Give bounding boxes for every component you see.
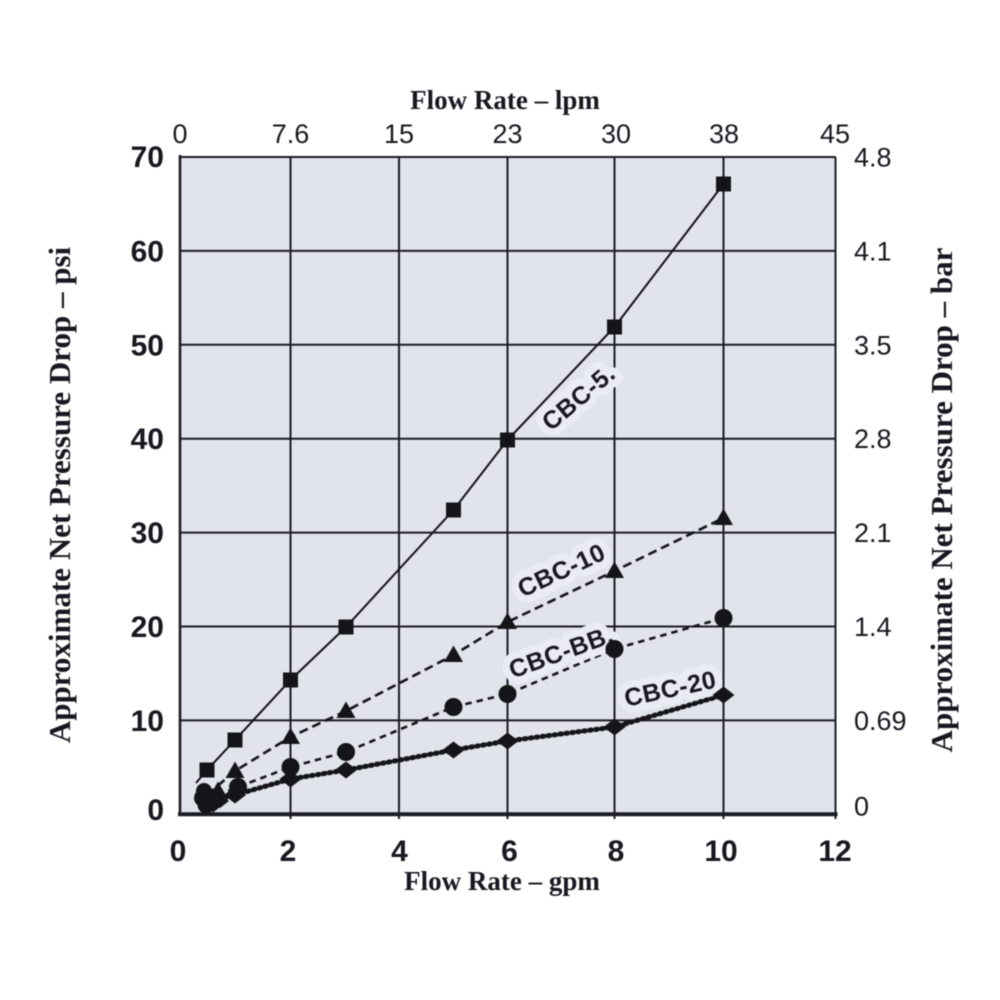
svg-text:2.8: 2.8 bbox=[854, 424, 892, 454]
svg-text:38: 38 bbox=[709, 119, 739, 149]
svg-text:2.1: 2.1 bbox=[854, 518, 892, 548]
svg-text:23: 23 bbox=[492, 119, 522, 149]
svg-text:4.8: 4.8 bbox=[854, 143, 892, 173]
svg-text:0: 0 bbox=[147, 794, 164, 827]
svg-text:Approximate Net Pressure Drop: Approximate Net Pressure Drop – bar bbox=[924, 247, 959, 752]
svg-text:20: 20 bbox=[131, 611, 164, 644]
svg-text:6: 6 bbox=[501, 835, 518, 868]
svg-text:15: 15 bbox=[384, 119, 414, 149]
svg-text:4: 4 bbox=[391, 835, 408, 868]
svg-text:3.5: 3.5 bbox=[854, 330, 892, 360]
svg-text:30: 30 bbox=[601, 119, 631, 149]
svg-text:30: 30 bbox=[131, 517, 164, 550]
svg-text:45: 45 bbox=[820, 119, 850, 149]
svg-text:10: 10 bbox=[704, 835, 737, 868]
svg-text:0: 0 bbox=[172, 119, 187, 149]
svg-text:10: 10 bbox=[131, 705, 164, 738]
svg-text:8: 8 bbox=[608, 835, 625, 868]
svg-text:7.6: 7.6 bbox=[272, 119, 310, 149]
svg-text:Flow Rate – lpm: Flow Rate – lpm bbox=[410, 85, 600, 115]
svg-text:0: 0 bbox=[854, 792, 869, 822]
svg-text:60: 60 bbox=[131, 235, 164, 268]
svg-text:2: 2 bbox=[280, 835, 297, 868]
svg-text:40: 40 bbox=[131, 423, 164, 456]
svg-text:12: 12 bbox=[818, 835, 851, 868]
svg-text:4.1: 4.1 bbox=[854, 236, 892, 266]
svg-text:1.4: 1.4 bbox=[854, 612, 892, 642]
svg-text:Approximate Net Pressure Drop: Approximate Net Pressure Drop – psi bbox=[42, 246, 77, 743]
svg-text:0.69: 0.69 bbox=[854, 706, 907, 736]
svg-text:0: 0 bbox=[170, 835, 187, 868]
svg-text:50: 50 bbox=[131, 329, 164, 362]
svg-text:Flow Rate – gpm: Flow Rate – gpm bbox=[404, 866, 600, 896]
svg-text:70: 70 bbox=[131, 141, 164, 174]
